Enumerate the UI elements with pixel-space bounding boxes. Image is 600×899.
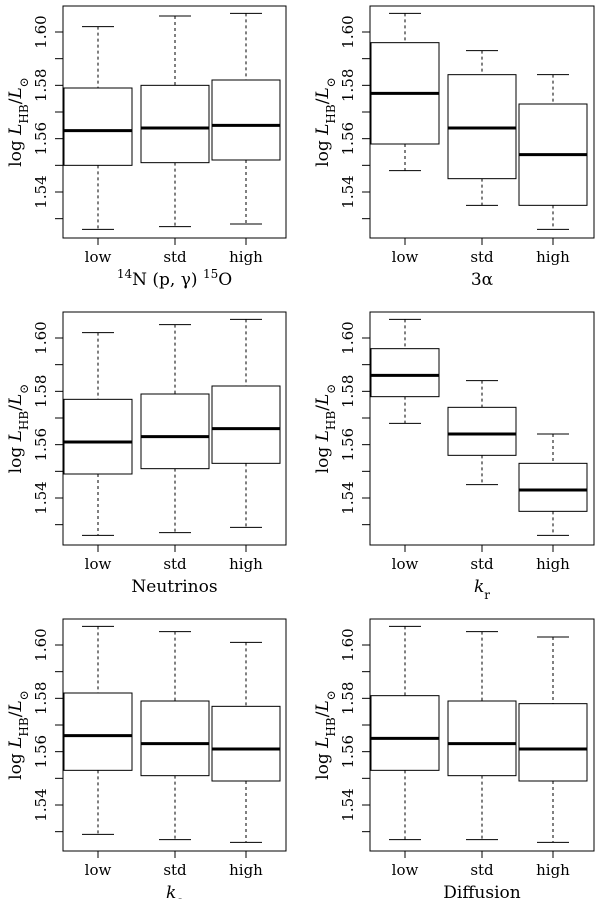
x-tick-label: low [392, 555, 419, 573]
x-tick-label: std [163, 861, 187, 879]
chart-panel-6: 1.54 1.56 1.58 1.60 low std high log LHB/L⊙ Diff… [313, 618, 595, 899]
y-tick-label: 1.60 [339, 628, 357, 661]
y-tick-label: 1.58 [339, 682, 357, 715]
box-high [518, 636, 588, 843]
x-tick-label: high [536, 248, 570, 266]
iqr-box [211, 385, 281, 464]
iqr-box [140, 700, 210, 777]
box-low [370, 318, 440, 424]
x-tick-label: high [229, 248, 263, 266]
iqr-box [63, 87, 133, 166]
x-axis-label: Neutrinos [131, 577, 217, 597]
box-std [447, 631, 517, 841]
y-axis-label: log LHB/L⊙ [6, 384, 31, 474]
x-tick-label: low [85, 248, 112, 266]
y-tick-label: 1.54 [32, 788, 50, 821]
iqr-box [518, 703, 588, 782]
x-axis-label: Diffusion [443, 883, 520, 899]
chart-panel-2: 1.54 1.56 1.58 1.60 low std high log LHB/L⊙ 3α [313, 5, 595, 290]
y-axis-label: log LHB/L⊙ [6, 690, 31, 780]
y-tick-label: 1.54 [32, 481, 50, 514]
y-tick-label: 1.56 [339, 735, 357, 768]
box-high [211, 318, 281, 528]
y-tick-label: 1.58 [339, 375, 357, 408]
y-tick-label: 1.56 [339, 428, 357, 461]
x-tick-label: std [163, 248, 187, 266]
box-low [63, 332, 133, 536]
y-tick-label: 1.58 [32, 375, 50, 408]
y-tick-label: 1.54 [339, 788, 357, 821]
chart-panel-4: 1.54 1.56 1.58 1.60 low std high log LHB/L⊙ kr [313, 311, 595, 602]
y-tick-label: 1.58 [339, 69, 357, 102]
y-tick-label: 1.60 [339, 321, 357, 354]
x-tick-label: high [229, 555, 263, 573]
iqr-box [370, 348, 440, 398]
y-tick-label: 1.56 [32, 735, 50, 768]
y-tick-label: 1.60 [339, 15, 357, 48]
x-tick-label: std [470, 861, 494, 879]
x-tick-label: std [163, 555, 187, 573]
y-axis-label: log LHB/L⊙ [313, 384, 338, 474]
iqr-box [63, 692, 133, 771]
box-low [63, 26, 133, 230]
box-high [211, 12, 281, 225]
box-std [447, 380, 517, 486]
iqr-box [140, 393, 210, 470]
x-tick-label: high [229, 861, 263, 879]
y-tick-label: 1.60 [32, 321, 50, 354]
x-tick-label: low [85, 555, 112, 573]
box-std [140, 631, 210, 841]
chart-panel-1: 1.54 1.56 1.58 1.60 low std high log LHB/L⊙ 14N … [6, 5, 287, 290]
iqr-box [370, 695, 440, 771]
box-high [518, 433, 588, 536]
y-axis-label: log LHB/L⊙ [313, 690, 338, 780]
chart-panel-5: 1.54 1.56 1.58 1.60 low std high log LHB/L⊙ kc [6, 618, 287, 899]
box-low [370, 12, 440, 172]
x-axis-label: 3α [471, 270, 494, 290]
y-tick-label: 1.54 [339, 481, 357, 514]
box-high [211, 641, 281, 843]
iqr-box [211, 705, 281, 782]
x-axis-label: kr [474, 577, 490, 602]
y-tick-label: 1.60 [32, 628, 50, 661]
box-std [140, 15, 210, 228]
y-tick-label: 1.56 [339, 122, 357, 155]
x-tick-label: std [470, 555, 494, 573]
x-tick-label: high [536, 555, 570, 573]
iqr-box [63, 398, 133, 475]
box-std [447, 50, 517, 206]
x-tick-label: low [85, 861, 112, 879]
y-tick-label: 1.56 [32, 428, 50, 461]
y-tick-label: 1.60 [32, 15, 50, 48]
y-axis-label: log LHB/L⊙ [313, 77, 338, 167]
y-tick-label: 1.56 [32, 122, 50, 155]
x-tick-label: high [536, 861, 570, 879]
x-axis-label: kc [166, 883, 183, 899]
y-tick-label: 1.58 [32, 69, 50, 102]
iqr-box [140, 84, 210, 164]
chart-panel-3: 1.54 1.56 1.58 1.60 low std high log LHB/L⊙ Neut… [6, 311, 287, 597]
iqr-box [211, 79, 281, 161]
x-tick-label: low [392, 248, 419, 266]
box-high [518, 74, 588, 230]
x-tick-label: low [392, 861, 419, 879]
box-low [63, 625, 133, 835]
box-std [140, 324, 210, 534]
x-tick-label: std [470, 248, 494, 266]
y-axis-label: log LHB/L⊙ [6, 77, 31, 167]
y-tick-label: 1.54 [339, 175, 357, 208]
x-axis-label: 14N (p, γ) 15O [117, 267, 232, 290]
iqr-box [447, 406, 517, 456]
y-tick-label: 1.54 [32, 175, 50, 208]
box-low [370, 625, 440, 841]
y-tick-label: 1.58 [32, 682, 50, 715]
iqr-box [518, 462, 588, 512]
iqr-box [447, 700, 517, 777]
